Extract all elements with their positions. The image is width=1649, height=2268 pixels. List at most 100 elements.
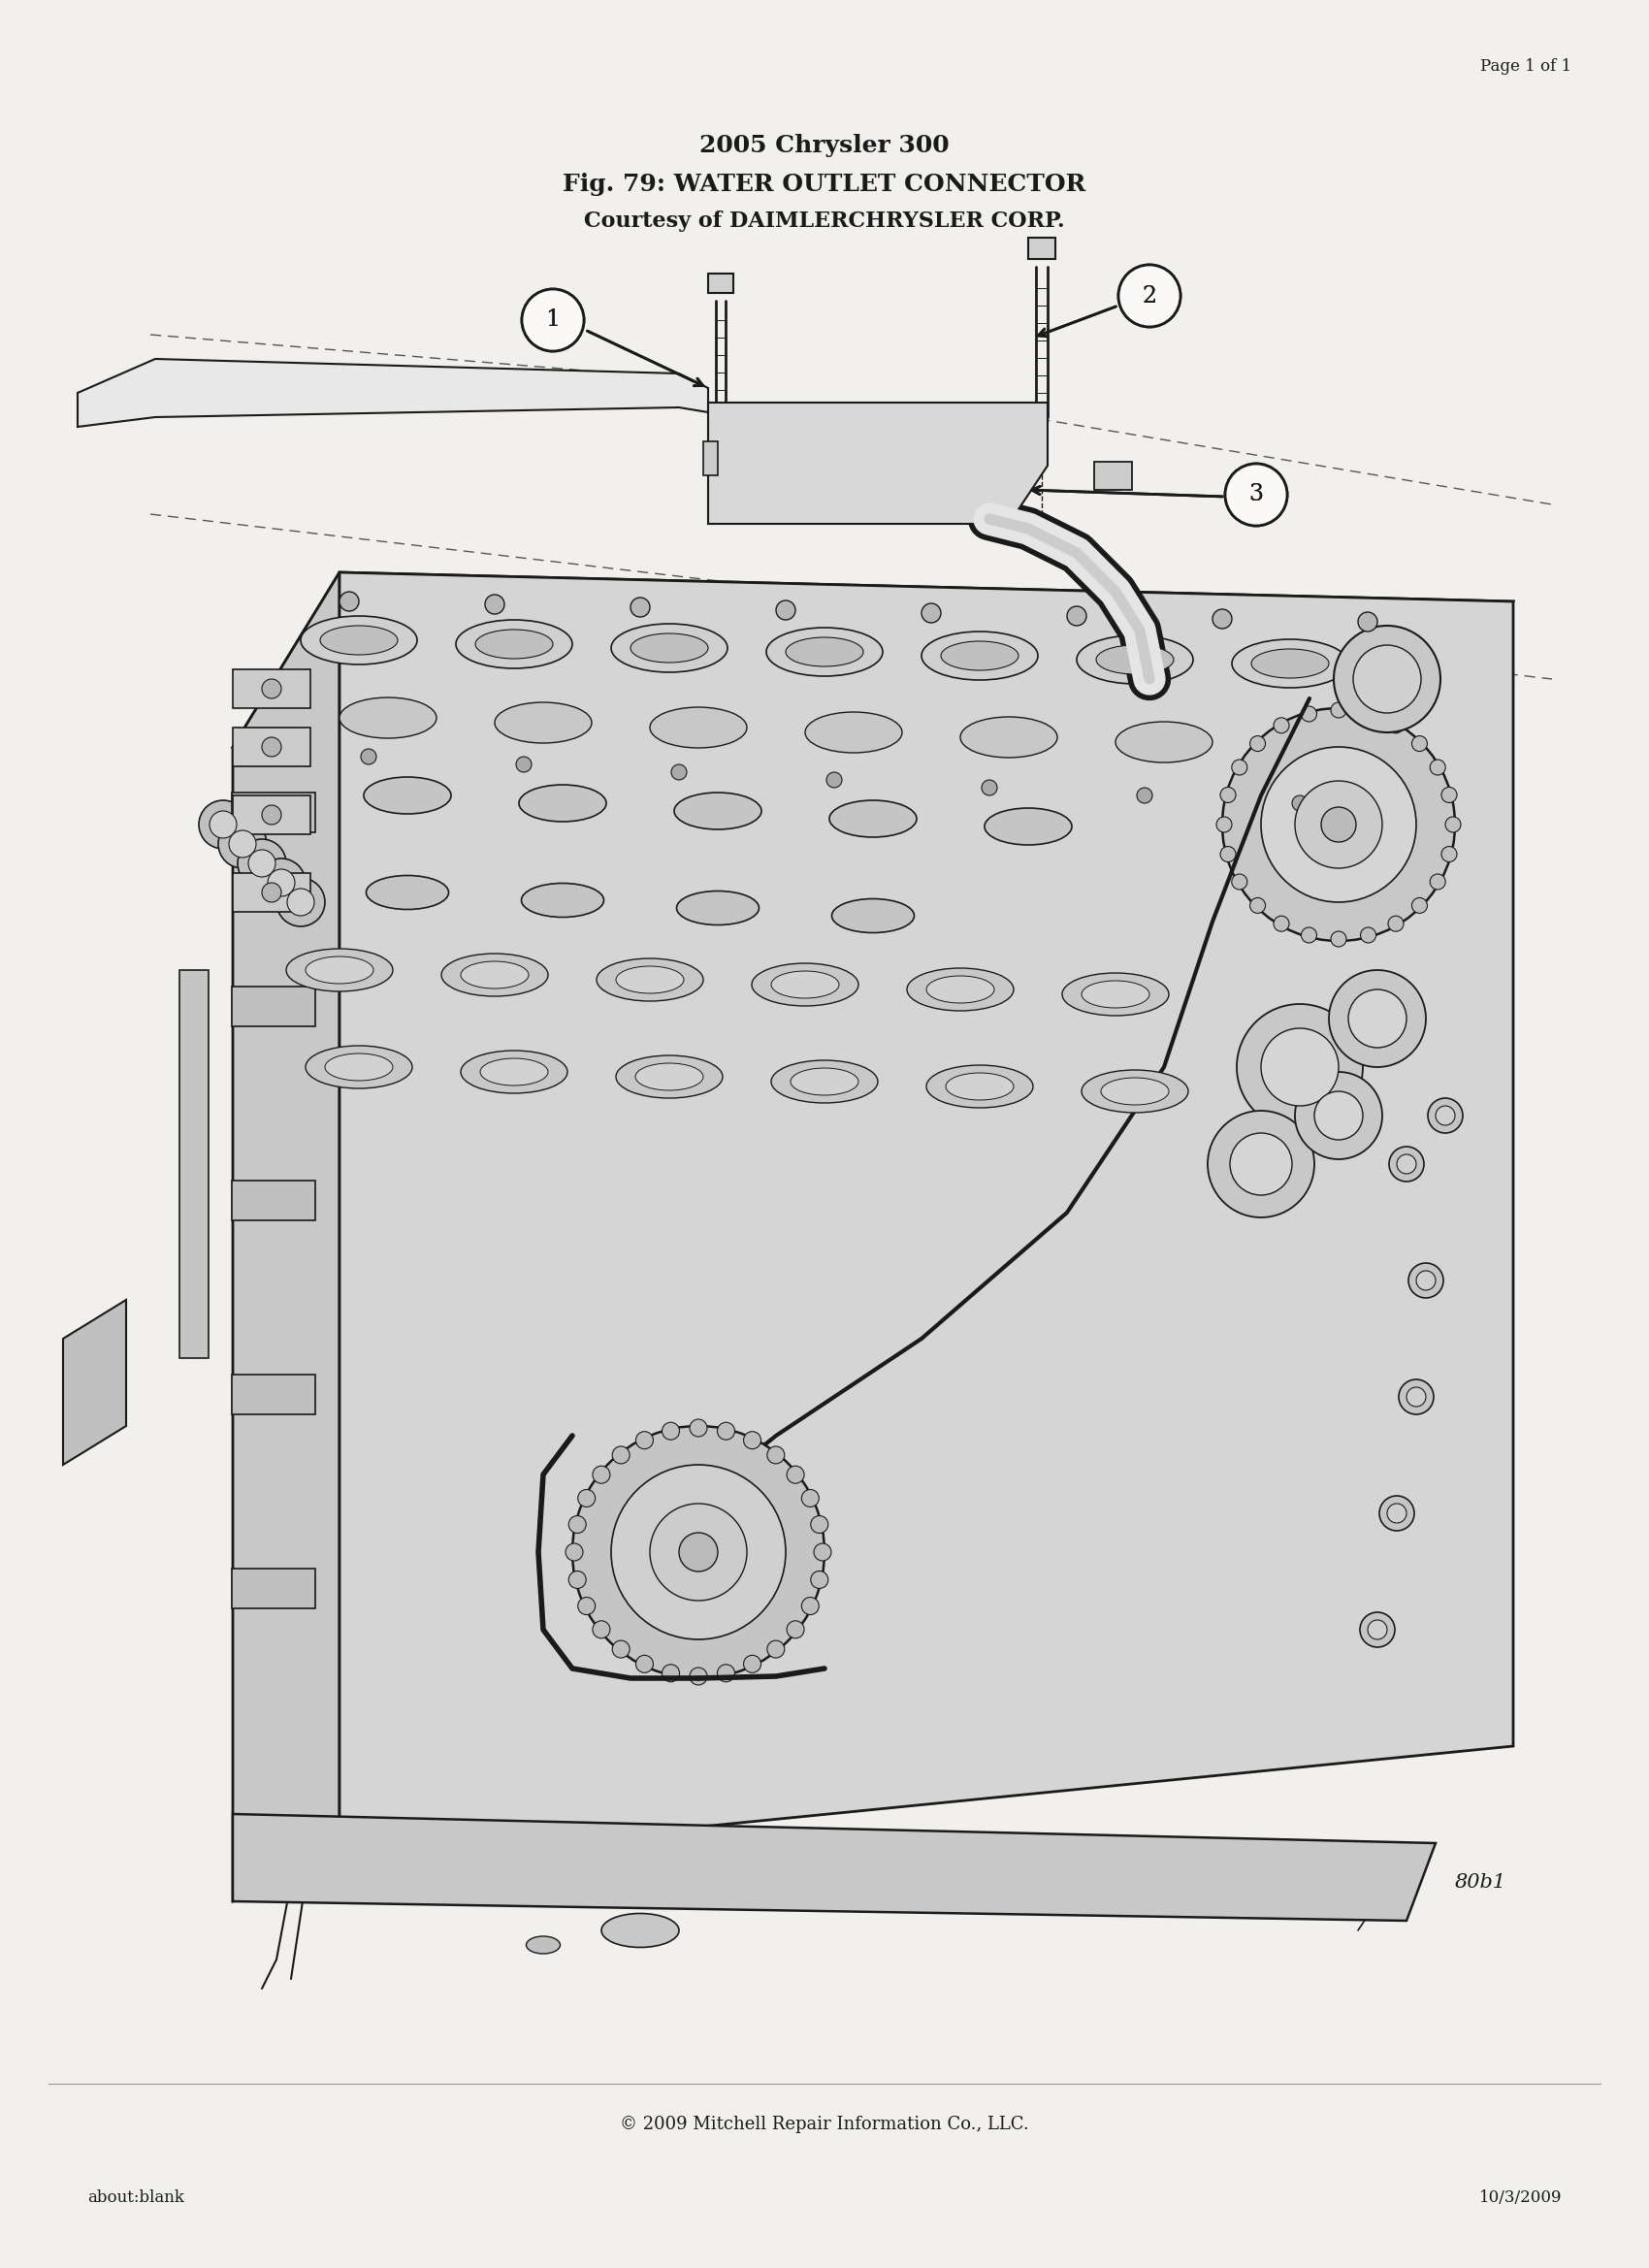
Circle shape: [717, 1422, 735, 1440]
Ellipse shape: [650, 708, 747, 748]
Circle shape: [340, 592, 359, 610]
Circle shape: [1273, 916, 1290, 932]
Text: 2: 2: [1143, 286, 1158, 306]
Circle shape: [1294, 780, 1382, 869]
Circle shape: [1301, 705, 1318, 721]
Ellipse shape: [460, 962, 529, 989]
Polygon shape: [233, 1814, 1436, 1921]
FancyBboxPatch shape: [233, 987, 315, 1027]
Circle shape: [679, 1533, 717, 1572]
Text: 3: 3: [1248, 483, 1263, 506]
Circle shape: [592, 1465, 610, 1483]
Text: Page 1 of 1: Page 1 of 1: [1481, 59, 1571, 75]
Circle shape: [1360, 705, 1375, 721]
Ellipse shape: [960, 717, 1057, 758]
Circle shape: [267, 869, 295, 896]
FancyBboxPatch shape: [233, 796, 310, 835]
Circle shape: [572, 1427, 824, 1678]
Circle shape: [811, 1515, 828, 1533]
FancyBboxPatch shape: [233, 873, 310, 912]
Circle shape: [612, 1640, 630, 1658]
Circle shape: [1220, 787, 1235, 803]
Text: 2005 Chrysler 300: 2005 Chrysler 300: [699, 134, 950, 156]
Ellipse shape: [521, 882, 604, 916]
Ellipse shape: [617, 966, 684, 993]
Circle shape: [1293, 796, 1308, 812]
Circle shape: [811, 1572, 828, 1588]
Circle shape: [1217, 816, 1232, 832]
Circle shape: [1329, 971, 1426, 1066]
Circle shape: [1430, 760, 1446, 776]
Circle shape: [1321, 807, 1355, 841]
Ellipse shape: [1232, 640, 1349, 687]
Circle shape: [1261, 746, 1416, 903]
FancyBboxPatch shape: [233, 669, 310, 708]
Circle shape: [1331, 703, 1346, 719]
Ellipse shape: [442, 953, 547, 996]
Circle shape: [1416, 1270, 1436, 1290]
Circle shape: [689, 1667, 707, 1685]
Circle shape: [717, 1665, 735, 1683]
Circle shape: [1294, 1073, 1382, 1159]
Text: about:blank: about:blank: [87, 2189, 185, 2204]
Circle shape: [577, 1597, 595, 1615]
Circle shape: [777, 601, 795, 619]
Ellipse shape: [676, 891, 759, 925]
Circle shape: [661, 1422, 679, 1440]
Circle shape: [249, 850, 275, 878]
Circle shape: [361, 748, 376, 764]
Circle shape: [1428, 1098, 1463, 1134]
Circle shape: [1331, 932, 1346, 946]
Ellipse shape: [674, 792, 762, 830]
Circle shape: [661, 1665, 679, 1683]
Circle shape: [1360, 928, 1375, 943]
Circle shape: [1314, 1091, 1362, 1141]
Ellipse shape: [1082, 980, 1149, 1007]
Polygon shape: [233, 572, 340, 1901]
Circle shape: [1412, 735, 1428, 751]
Ellipse shape: [320, 626, 397, 655]
Ellipse shape: [785, 637, 864, 667]
Text: 1: 1: [546, 308, 561, 331]
Ellipse shape: [772, 1059, 877, 1102]
Polygon shape: [63, 1300, 125, 1465]
FancyBboxPatch shape: [233, 1182, 315, 1220]
FancyBboxPatch shape: [1095, 463, 1131, 490]
Circle shape: [1118, 265, 1181, 327]
Circle shape: [1250, 735, 1265, 751]
Ellipse shape: [526, 1937, 561, 1953]
Circle shape: [521, 288, 584, 352]
Circle shape: [1367, 1619, 1387, 1640]
Circle shape: [218, 819, 267, 869]
Ellipse shape: [300, 617, 417, 665]
Ellipse shape: [947, 1073, 1014, 1100]
Circle shape: [637, 1656, 653, 1674]
Circle shape: [1225, 463, 1288, 526]
Circle shape: [826, 771, 843, 787]
Circle shape: [1250, 898, 1265, 914]
Circle shape: [1360, 1613, 1395, 1647]
FancyBboxPatch shape: [180, 971, 208, 1359]
FancyBboxPatch shape: [233, 792, 315, 832]
Circle shape: [209, 812, 237, 839]
Circle shape: [237, 839, 287, 887]
Circle shape: [922, 603, 942, 624]
Circle shape: [1222, 708, 1454, 941]
Ellipse shape: [831, 898, 914, 932]
Circle shape: [1212, 610, 1232, 628]
Text: © 2009 Mitchell Repair Information Co., LLC.: © 2009 Mitchell Repair Information Co., …: [620, 2116, 1029, 2134]
Circle shape: [981, 780, 998, 796]
Circle shape: [516, 758, 531, 771]
Circle shape: [744, 1431, 760, 1449]
Ellipse shape: [1097, 644, 1174, 674]
Circle shape: [577, 1490, 595, 1506]
Circle shape: [801, 1597, 820, 1615]
Ellipse shape: [455, 619, 572, 669]
Circle shape: [1301, 928, 1318, 943]
Circle shape: [262, 737, 282, 758]
Circle shape: [1412, 898, 1428, 914]
Text: 10/3/2009: 10/3/2009: [1479, 2189, 1562, 2204]
Circle shape: [262, 805, 282, 826]
Polygon shape: [233, 572, 1514, 776]
Ellipse shape: [752, 964, 859, 1007]
